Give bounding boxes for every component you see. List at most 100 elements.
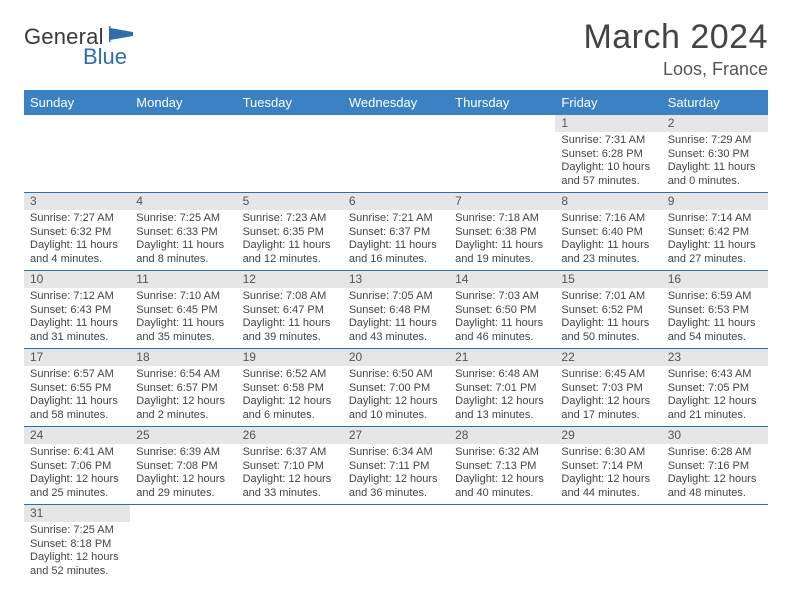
day-number-cell: 28 [449,427,555,445]
sunrise-text: Sunrise: 7:03 AM [455,290,549,304]
daylight-text: and 17 minutes. [561,409,655,423]
sunset-text: Sunset: 7:14 PM [561,460,655,474]
sunrise-text: Sunrise: 7:21 AM [349,212,443,226]
day-number-row: 3456789 [24,193,768,211]
day-number-cell: 6 [343,193,449,211]
day-detail-cell: Sunrise: 7:23 AMSunset: 6:35 PMDaylight:… [237,210,343,271]
day-detail-cell: Sunrise: 6:52 AMSunset: 6:58 PMDaylight:… [237,366,343,427]
sunrise-text: Sunrise: 6:57 AM [30,368,124,382]
day-detail-cell: Sunrise: 7:21 AMSunset: 6:37 PMDaylight:… [343,210,449,271]
sunset-text: Sunset: 6:48 PM [349,304,443,318]
daylight-text: and 35 minutes. [136,331,230,345]
sunset-text: Sunset: 7:13 PM [455,460,549,474]
sunrise-text: Sunrise: 7:27 AM [30,212,124,226]
daylight-text: and 2 minutes. [136,409,230,423]
daylight-text: Daylight: 11 hours [349,317,443,331]
day-detail-cell [237,522,343,582]
sunrise-text: Sunrise: 6:48 AM [455,368,549,382]
day-number-cell [343,505,449,523]
day-number-cell: 25 [130,427,236,445]
sunrise-text: Sunrise: 7:23 AM [243,212,337,226]
day-detail-row: Sunrise: 7:31 AMSunset: 6:28 PMDaylight:… [24,132,768,193]
page-header: General Blue March 2024 Loos, France [24,18,768,80]
logo: General Blue [24,18,135,50]
day-detail-cell: Sunrise: 7:31 AMSunset: 6:28 PMDaylight:… [555,132,661,193]
day-number-cell [449,505,555,523]
weekday-header: Sunday [24,90,130,115]
daylight-text: and 50 minutes. [561,331,655,345]
day-detail-row: Sunrise: 6:41 AMSunset: 7:06 PMDaylight:… [24,444,768,505]
sunset-text: Sunset: 6:28 PM [561,148,655,162]
sunset-text: Sunset: 6:55 PM [30,382,124,396]
day-number-cell [237,115,343,132]
daylight-text: and 39 minutes. [243,331,337,345]
day-detail-cell [343,132,449,193]
day-number-cell: 16 [662,271,768,289]
day-number-cell: 7 [449,193,555,211]
daylight-text: Daylight: 11 hours [561,317,655,331]
day-number-cell: 18 [130,349,236,367]
calendar-page: General Blue March 2024 Loos, France Sun… [0,0,792,612]
sunrise-text: Sunrise: 6:43 AM [668,368,762,382]
day-number-cell: 19 [237,349,343,367]
daylight-text: Daylight: 11 hours [455,317,549,331]
day-number-cell [130,505,236,523]
daylight-text: Daylight: 12 hours [30,473,124,487]
daylight-text: Daylight: 12 hours [455,395,549,409]
sunrise-text: Sunrise: 6:50 AM [349,368,443,382]
daylight-text: and 46 minutes. [455,331,549,345]
sunrise-text: Sunrise: 6:45 AM [561,368,655,382]
sunset-text: Sunset: 6:37 PM [349,226,443,240]
day-detail-cell: Sunrise: 6:50 AMSunset: 7:00 PMDaylight:… [343,366,449,427]
sunset-text: Sunset: 7:06 PM [30,460,124,474]
sunrise-text: Sunrise: 6:34 AM [349,446,443,460]
sunrise-text: Sunrise: 7:14 AM [668,212,762,226]
calendar-table: Sunday Monday Tuesday Wednesday Thursday… [24,90,768,582]
sunset-text: Sunset: 6:58 PM [243,382,337,396]
sunrise-text: Sunrise: 6:41 AM [30,446,124,460]
logo-text-sub: Blue [83,44,127,70]
day-detail-cell: Sunrise: 7:25 AMSunset: 8:18 PMDaylight:… [24,522,130,582]
day-detail-cell [449,522,555,582]
day-detail-cell: Sunrise: 6:57 AMSunset: 6:55 PMDaylight:… [24,366,130,427]
day-detail-row: Sunrise: 7:25 AMSunset: 8:18 PMDaylight:… [24,522,768,582]
day-number-cell [449,115,555,132]
daylight-text: Daylight: 12 hours [668,395,762,409]
day-detail-cell: Sunrise: 7:25 AMSunset: 6:33 PMDaylight:… [130,210,236,271]
daylight-text: and 36 minutes. [349,487,443,501]
daylight-text: Daylight: 11 hours [668,161,762,175]
sunrise-text: Sunrise: 6:28 AM [668,446,762,460]
daylight-text: Daylight: 11 hours [136,317,230,331]
daylight-text: Daylight: 11 hours [668,239,762,253]
daylight-text: and 57 minutes. [561,175,655,189]
sunset-text: Sunset: 7:08 PM [136,460,230,474]
day-number-cell: 3 [24,193,130,211]
sunset-text: Sunset: 6:33 PM [136,226,230,240]
day-number-cell: 22 [555,349,661,367]
day-number-cell: 12 [237,271,343,289]
day-number-cell [237,505,343,523]
sunset-text: Sunset: 7:05 PM [668,382,762,396]
day-number-cell: 21 [449,349,555,367]
daylight-text: Daylight: 11 hours [30,395,124,409]
sunset-text: Sunset: 6:57 PM [136,382,230,396]
weekday-header: Tuesday [237,90,343,115]
sunrise-text: Sunrise: 6:54 AM [136,368,230,382]
sunrise-text: Sunrise: 7:29 AM [668,134,762,148]
daylight-text: and 8 minutes. [136,253,230,267]
daylight-text: Daylight: 11 hours [243,317,337,331]
daylight-text: Daylight: 12 hours [30,551,124,565]
sunset-text: Sunset: 6:35 PM [243,226,337,240]
sunrise-text: Sunrise: 7:25 AM [30,524,124,538]
sunrise-text: Sunrise: 7:18 AM [455,212,549,226]
day-number-cell: 1 [555,115,661,132]
month-title: March 2024 [583,18,768,57]
daylight-text: Daylight: 11 hours [349,239,443,253]
day-number-row: 10111213141516 [24,271,768,289]
day-number-cell: 26 [237,427,343,445]
daylight-text: and 58 minutes. [30,409,124,423]
weekday-header: Saturday [662,90,768,115]
day-number-cell: 11 [130,271,236,289]
daylight-text: and 12 minutes. [243,253,337,267]
day-detail-cell: Sunrise: 6:45 AMSunset: 7:03 PMDaylight:… [555,366,661,427]
